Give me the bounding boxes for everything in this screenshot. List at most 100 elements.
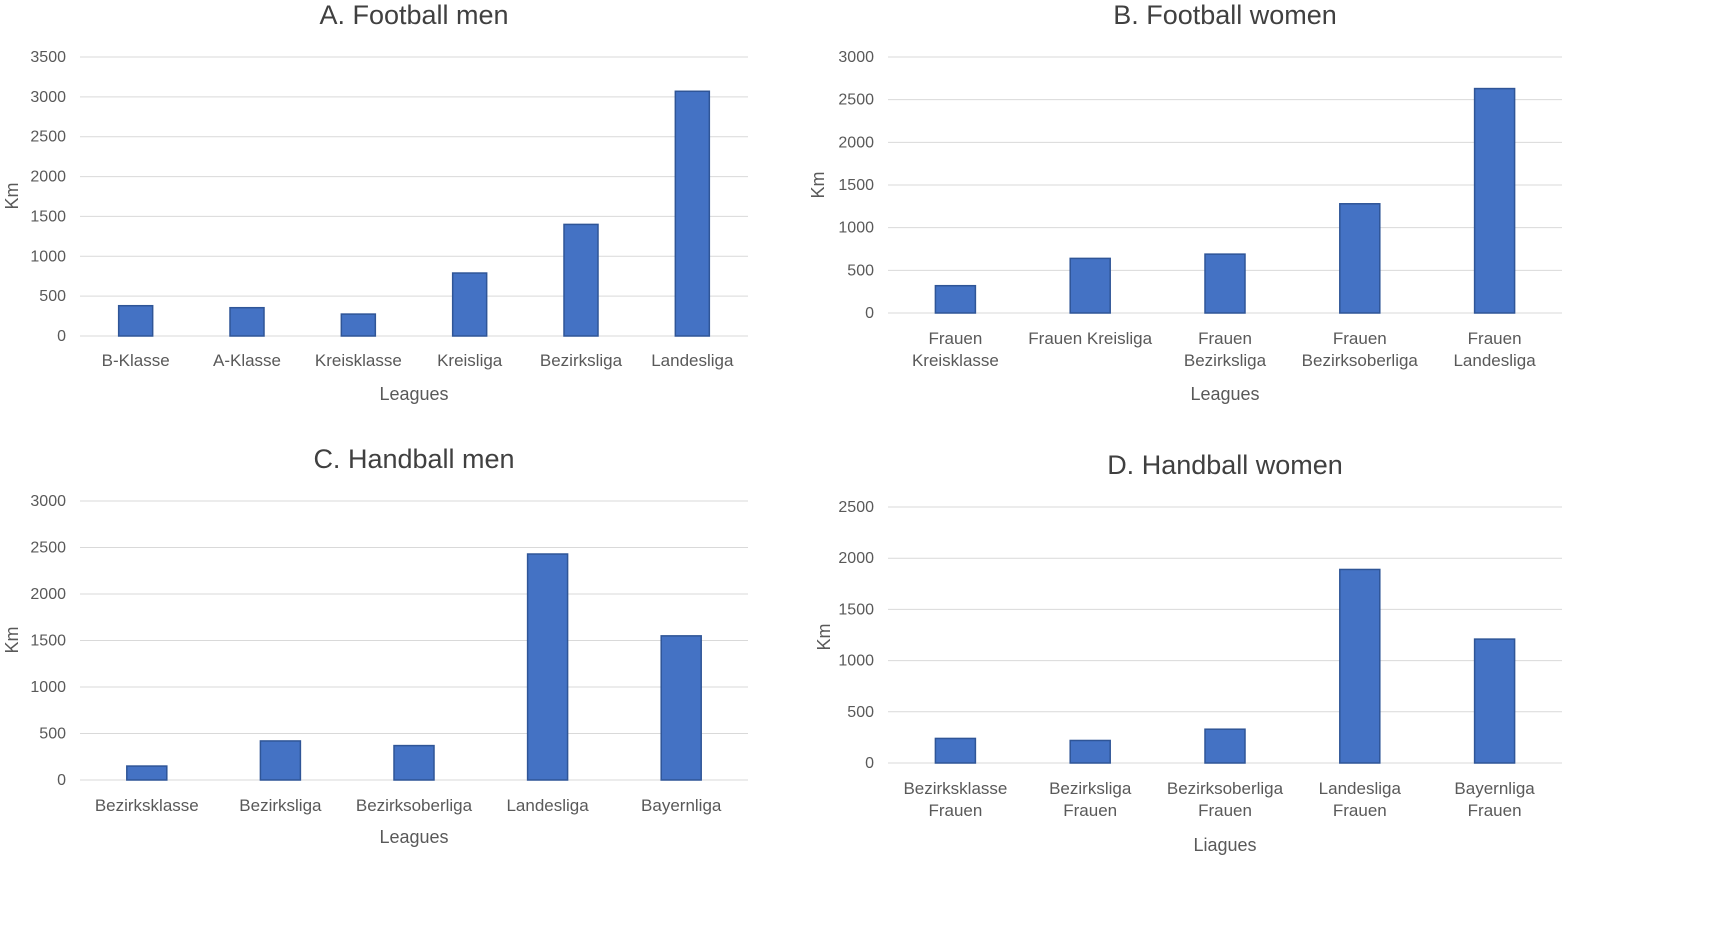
x-axis-label: Leagues xyxy=(1190,384,1259,404)
x-axis-label: Liagues xyxy=(1193,835,1256,855)
y-tick-label: 3000 xyxy=(30,89,66,106)
y-tick-label: 2000 xyxy=(30,169,66,186)
y-tick-label: 1000 xyxy=(838,220,874,237)
x-tick-label-line: Kreisliga xyxy=(437,351,503,370)
x-tick-label-line: Landesliga xyxy=(1319,779,1402,798)
x-tick-label: Kreisliga xyxy=(437,351,503,370)
chart-b-svg: B. Football women 0 500 1000 1500 2000 2500 300… xyxy=(808,0,1562,404)
x-tick-label: Kreisklasse xyxy=(315,351,402,370)
x-tick-label: Bezirksliga xyxy=(540,351,623,370)
chart-title: B. Football women xyxy=(1113,0,1337,30)
x-tick-label-line: Bayernliga xyxy=(1454,779,1535,798)
x-tick-label-line: Bezirksliga xyxy=(239,796,322,815)
x-tick-label-line: Frauen xyxy=(1468,801,1522,820)
chart-title: D. Handball women xyxy=(1107,450,1343,480)
x-tick-label-line: Landesliga xyxy=(506,796,589,815)
bar xyxy=(1204,728,1246,764)
x-tick-label-line: Bezirksoberliga xyxy=(356,796,473,815)
y-tick-label: 1500 xyxy=(30,633,66,650)
x-axis-label: Leagues xyxy=(379,384,448,404)
x-tick-label-line: Bayernliga xyxy=(641,796,722,815)
chart-title: C. Handball men xyxy=(313,444,514,474)
y-tick-label: 0 xyxy=(865,755,874,772)
x-tick-label: Bayernliga xyxy=(641,796,722,815)
bar xyxy=(259,740,302,781)
x-tick-label-line: Frauen xyxy=(1333,801,1387,820)
y-tick-label: 3000 xyxy=(30,493,66,510)
x-tick-label: A-Klasse xyxy=(213,351,281,370)
x-tick-label: Bezirksoberliga Frauen xyxy=(1167,779,1284,820)
x-tick-label: Frauen Bezirksoberliga xyxy=(1302,329,1419,370)
chart-b-football-women: B. Football women 0 500 1000 1500 2000 2500 300… xyxy=(800,0,1660,420)
x-tick-label: Bezirksliga Frauen xyxy=(1049,779,1132,820)
y-tick-label: 2500 xyxy=(838,499,874,516)
y-tick-label: 2000 xyxy=(838,550,874,567)
x-tick-label-line: Frauen xyxy=(1198,801,1252,820)
x-tick-label: Landesliga Frauen xyxy=(1319,779,1402,820)
x-tick-label: Frauen Kreisklasse xyxy=(912,329,999,370)
x-tick-label: Landesliga xyxy=(651,351,734,370)
x-tick-label-line: Frauen Kreisliga xyxy=(1028,329,1152,348)
x-tick-label: Bezirksklasse xyxy=(95,796,199,815)
x-tick-label-line: Bezirksoberliga xyxy=(1302,351,1419,370)
y-tick-label: 1000 xyxy=(30,679,66,696)
x-tick-label: Bayernliga Frauen xyxy=(1454,779,1535,820)
x-tick-label-line: Frauen xyxy=(928,329,982,348)
bar xyxy=(340,313,377,337)
y-tick-label: 500 xyxy=(847,262,874,279)
x-tick-label-line: A-Klasse xyxy=(213,351,281,370)
y-tick-label: 2500 xyxy=(838,92,874,109)
bar xyxy=(451,272,488,337)
bar xyxy=(393,744,435,781)
x-tick-label-line: B-Klasse xyxy=(102,351,170,370)
x-tick-label-line: Kreisklasse xyxy=(912,351,999,370)
x-tick-label-line: Bezirksliga xyxy=(540,351,623,370)
y-tick-label: 2500 xyxy=(30,540,66,557)
y-tick-label: 0 xyxy=(57,328,66,345)
y-tick-label: 0 xyxy=(57,772,66,789)
chart-d-handball-women: D. Handball women 0 500 1000 1500 2000 2500 Bez… xyxy=(800,440,1660,860)
x-tick-label: Bezirksoberliga xyxy=(356,796,473,815)
y-tick-label: 1000 xyxy=(838,653,874,670)
bar xyxy=(526,553,569,781)
y-tick-label: 1500 xyxy=(30,208,66,225)
chart-c-svg: C. Handball men 0 500 1000 1500 2000 2500 3000 B… xyxy=(2,444,748,847)
x-tick-label-line: Bezirksliga xyxy=(1049,779,1132,798)
x-tick-label-line: Frauen xyxy=(1468,329,1522,348)
y-tick-label: 1000 xyxy=(30,248,66,265)
y-axis-label: Km xyxy=(2,627,22,654)
bar xyxy=(229,306,265,337)
x-tick-label: Frauen Landesliga xyxy=(1453,329,1536,370)
x-tick-label-line: Bezirksklasse xyxy=(903,779,1007,798)
bar xyxy=(1069,739,1111,764)
bar xyxy=(126,765,168,781)
chart-c-handball-men: C. Handball men 0 500 1000 1500 2000 2500 3000 B… xyxy=(0,440,860,860)
bar xyxy=(1339,568,1381,764)
bar xyxy=(1473,638,1516,764)
bar xyxy=(1339,203,1381,314)
y-tick-label: 1500 xyxy=(838,601,874,618)
x-tick-label-line: Frauen xyxy=(1333,329,1387,348)
bar xyxy=(660,635,702,781)
y-tick-label: 0 xyxy=(865,305,874,322)
y-axis-label: Km xyxy=(814,624,834,651)
x-axis-label: Leagues xyxy=(379,827,448,847)
x-tick-label-line: Landesliga xyxy=(1453,351,1536,370)
y-tick-label: 2000 xyxy=(30,586,66,603)
chart-title: A. Football men xyxy=(319,0,508,30)
y-axis-label: Km xyxy=(2,183,22,210)
bar xyxy=(563,223,599,337)
y-tick-label: 1500 xyxy=(838,177,874,194)
y-tick-label: 3500 xyxy=(30,49,66,66)
bar xyxy=(117,304,154,337)
y-tick-label: 500 xyxy=(39,726,66,743)
bar xyxy=(934,737,977,764)
x-tick-label: Bezirksklasse Frauen xyxy=(903,779,1007,820)
y-axis-label: Km xyxy=(808,172,828,199)
x-tick-label: Landesliga xyxy=(506,796,589,815)
x-tick-label-line: Bezirksoberliga xyxy=(1167,779,1284,798)
y-tick-label: 2000 xyxy=(838,134,874,151)
y-tick-label: 3000 xyxy=(838,49,874,66)
y-tick-label: 500 xyxy=(847,704,874,721)
chart-a-svg: A. Football men 0 500 1000 1500 2000 2500 3000 3… xyxy=(2,0,748,404)
